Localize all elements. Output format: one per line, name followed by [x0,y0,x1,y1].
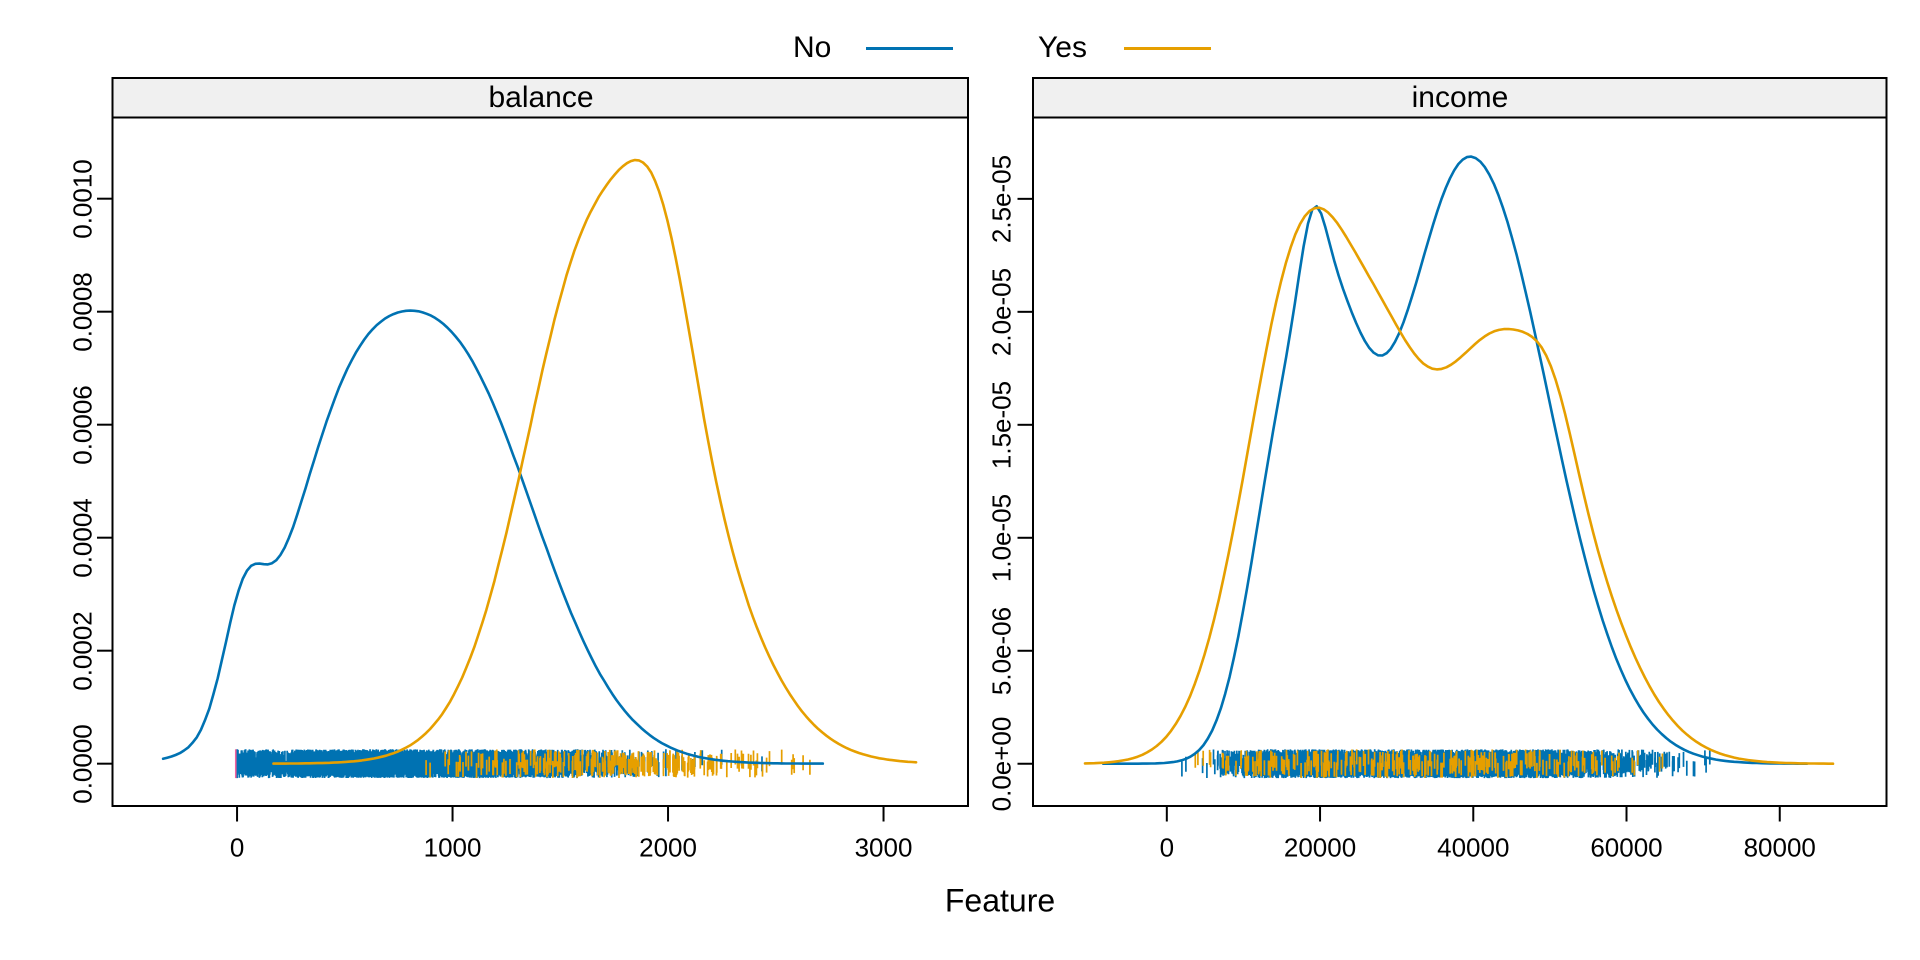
x-tick-label: 1000 [423,832,482,862]
rug-yes-income [1194,749,1664,779]
x-tick-label: 2000 [639,832,697,862]
y-tick-label: 0.0008 [67,271,98,352]
strip-income [1032,77,1888,119]
rug-yes-balance [425,749,811,778]
density-curve-no-income [1102,155,1809,766]
panel-balance [97,77,969,822]
legend-label-yes: Yes [1038,31,1087,64]
legend-line-yes-icon [1124,47,1211,50]
y-tick-label: 1.5e-05 [986,380,1017,469]
y-tick-label: 0.0002 [67,610,98,691]
x-tick-label: 20000 [1283,832,1357,862]
rug-ticks [1194,749,1664,779]
y-tick-label: 5.0e-06 [986,606,1017,695]
strip-balance [111,77,969,119]
panel-strip-balance: balance [488,80,594,114]
axis-ticks-balance [97,197,885,822]
panel-strip-income: income [1411,80,1509,114]
panel-frame-balance [111,116,969,807]
legend-item-yes: Yes [1038,31,1087,65]
y-tick-label: 1.0e-05 [986,493,1017,582]
panel-income [1017,77,1888,822]
y-tick-label: 0.0010 [67,158,98,239]
y-tick-label: 2.5e-05 [986,154,1017,243]
rug-ticks [425,749,811,778]
y-tick-label: 2.0e-05 [986,267,1017,356]
x-tick-label: 0 [229,832,245,862]
y-tick-label: 0.0e+00 [986,716,1017,812]
x-tick-label: 40000 [1437,832,1510,862]
x-tick-label: 60000 [1590,832,1663,862]
y-tick-label: 0.0006 [67,384,98,465]
legend-label-no: No [793,31,832,64]
panel-frame-income [1032,116,1888,807]
y-tick-label: 0.0000 [67,723,98,804]
density-curve-yes-balance [272,158,918,765]
x-tick-label: 3000 [854,832,913,862]
y-tick-label: 0.0004 [67,497,98,578]
density-curve-no-balance [161,309,825,765]
x-tick-label: 80000 [1743,832,1816,862]
x-axis-title: Feature [944,882,1056,919]
density-curve-yes-income [1083,206,1835,766]
legend-item-no: No [793,31,831,65]
axis-ticks-income [1017,197,1781,822]
x-tick-label: 0 [1159,832,1175,862]
legend: No Yes [0,31,1920,65]
legend-line-no-icon [866,47,953,50]
